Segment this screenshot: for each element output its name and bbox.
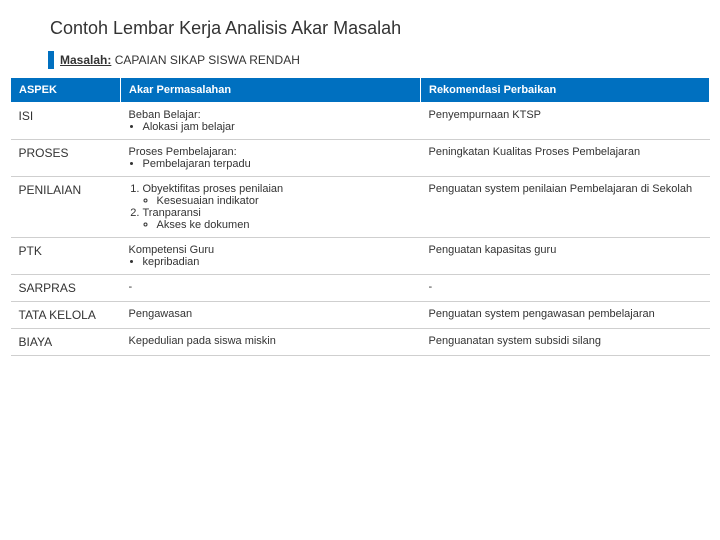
cell-akar: - [121,275,421,302]
table-row: ISIBeban Belajar:Alokasi jam belajarPeny… [11,103,710,140]
table-row: PENILAIANObyektifitas proses penilaianKe… [11,177,710,238]
subtitle: Masalah: CAPAIAN SIKAP SISWA RENDAH [60,53,300,67]
cell-rekom: Penyempurnaan KTSP [421,103,710,140]
cell-akar: Beban Belajar:Alokasi jam belajar [121,103,421,140]
cell-aspek: ISI [11,103,121,140]
accent-bar [48,51,54,69]
cell-aspek: TATA KELOLA [11,302,121,329]
worksheet-table: ASPEK Akar Permasalahan Rekomendasi Perb… [10,77,710,356]
cell-aspek: SARPRAS [11,275,121,302]
cell-rekom: Peningkatan Kualitas Proses Pembelajaran [421,140,710,177]
cell-akar: Proses Pembelajaran:Pembelajaran terpadu [121,140,421,177]
table-row: TATA KELOLAPengawasanPenguatan system pe… [11,302,710,329]
subtitle-value: CAPAIAN SIKAP SISWA RENDAH [115,53,300,67]
page-title: Contoh Lembar Kerja Analisis Akar Masala… [50,18,710,39]
cell-aspek: BIAYA [11,329,121,356]
cell-akar: Kepedulian pada siswa miskin [121,329,421,356]
table-row: BIAYAKepedulian pada siswa miskinPenguan… [11,329,710,356]
subtitle-label: Masalah: [60,53,111,67]
cell-rekom: - [421,275,710,302]
table-row: SARPRAS-- [11,275,710,302]
cell-aspek: PROSES [11,140,121,177]
cell-aspek: PTK [11,238,121,275]
cell-akar: Kompetensi Gurukepribadian [121,238,421,275]
cell-akar: Obyektifitas proses penilaianKesesuaian … [121,177,421,238]
cell-akar: Pengawasan [121,302,421,329]
cell-rekom: Penguanatan system subsidi silang [421,329,710,356]
th-rekom: Rekomendasi Perbaikan [421,78,710,103]
table-row: PTKKompetensi GurukepribadianPenguatan k… [11,238,710,275]
th-akar: Akar Permasalahan [121,78,421,103]
cell-rekom: Penguatan system pengawasan pembelajaran [421,302,710,329]
th-aspek: ASPEK [11,78,121,103]
cell-aspek: PENILAIAN [11,177,121,238]
cell-rekom: Penguatan system penilaian Pembelajaran … [421,177,710,238]
subtitle-row: Masalah: CAPAIAN SIKAP SISWA RENDAH [48,51,710,69]
cell-rekom: Penguatan kapasitas guru [421,238,710,275]
table-row: PROSESProses Pembelajaran:Pembelajaran t… [11,140,710,177]
